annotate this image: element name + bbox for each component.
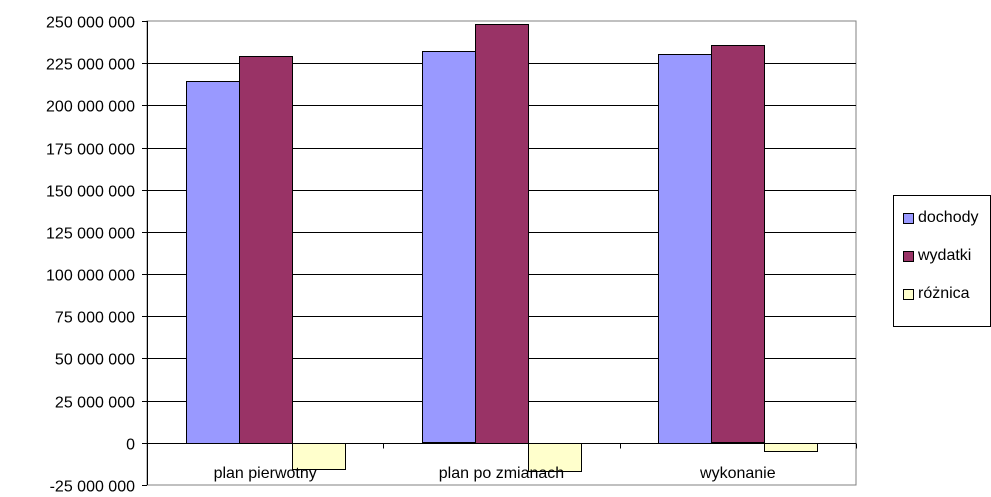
- legend-swatch-dochody: [903, 212, 914, 224]
- axes: [142, 21, 857, 486]
- x-category-label: plan pierwotny: [214, 465, 317, 482]
- y-axis-tick-labels: 250 000 000 225 000 000 200 000 000 175 000…: [46, 15, 135, 496]
- y-tick-label: 0: [126, 437, 135, 454]
- y-tick-label: 200 000 000: [46, 99, 135, 116]
- bar-różnica-3: [764, 443, 818, 452]
- x-axis-category-labels: plan pierwotny plan po zmianach wykonanie: [214, 465, 776, 482]
- legend-swatch-roznica: [903, 288, 914, 300]
- y-tick-label: 250 000 000: [46, 15, 135, 32]
- bars: [186, 24, 818, 472]
- y-tick-label: 125 000 000: [46, 226, 135, 243]
- bar-dochody-3: [658, 54, 712, 444]
- legend: dochody wydatki różnica: [893, 195, 991, 327]
- y-tick-label: 50 000 000: [55, 352, 135, 369]
- legend-item-wydatki: wydatki: [903, 246, 971, 266]
- bar-wydatki-1: [239, 56, 293, 444]
- bar-wydatki-3: [711, 45, 765, 443]
- y-tick-label: 175 000 000: [46, 142, 135, 159]
- y-tick-label: -25 000 000: [50, 479, 136, 496]
- bar-różnica-2: [528, 443, 582, 472]
- legend-swatch-wydatki: [903, 250, 914, 262]
- legend-item-roznica: różnica: [903, 284, 970, 304]
- bar-dochody-1: [186, 81, 240, 444]
- bar-różnica-1: [292, 443, 346, 470]
- bar-wydatki-2: [475, 24, 529, 444]
- y-tick-label: 25 000 000: [55, 395, 135, 412]
- x-category-label: wykonanie: [699, 465, 776, 482]
- bar-dochody-2: [422, 51, 476, 443]
- y-tick-label: 75 000 000: [55, 310, 135, 327]
- x-category-label: plan po zmianach: [439, 465, 564, 482]
- legend-label: wydatki: [918, 247, 972, 264]
- y-tick-label: 150 000 000: [46, 184, 135, 201]
- legend-label: dochody: [918, 209, 979, 226]
- legend-item-dochody: dochody: [903, 208, 979, 228]
- y-tick-label: 225 000 000: [46, 57, 135, 74]
- y-tick-label: 100 000 000: [46, 268, 135, 285]
- legend-label: różnica: [918, 285, 970, 302]
